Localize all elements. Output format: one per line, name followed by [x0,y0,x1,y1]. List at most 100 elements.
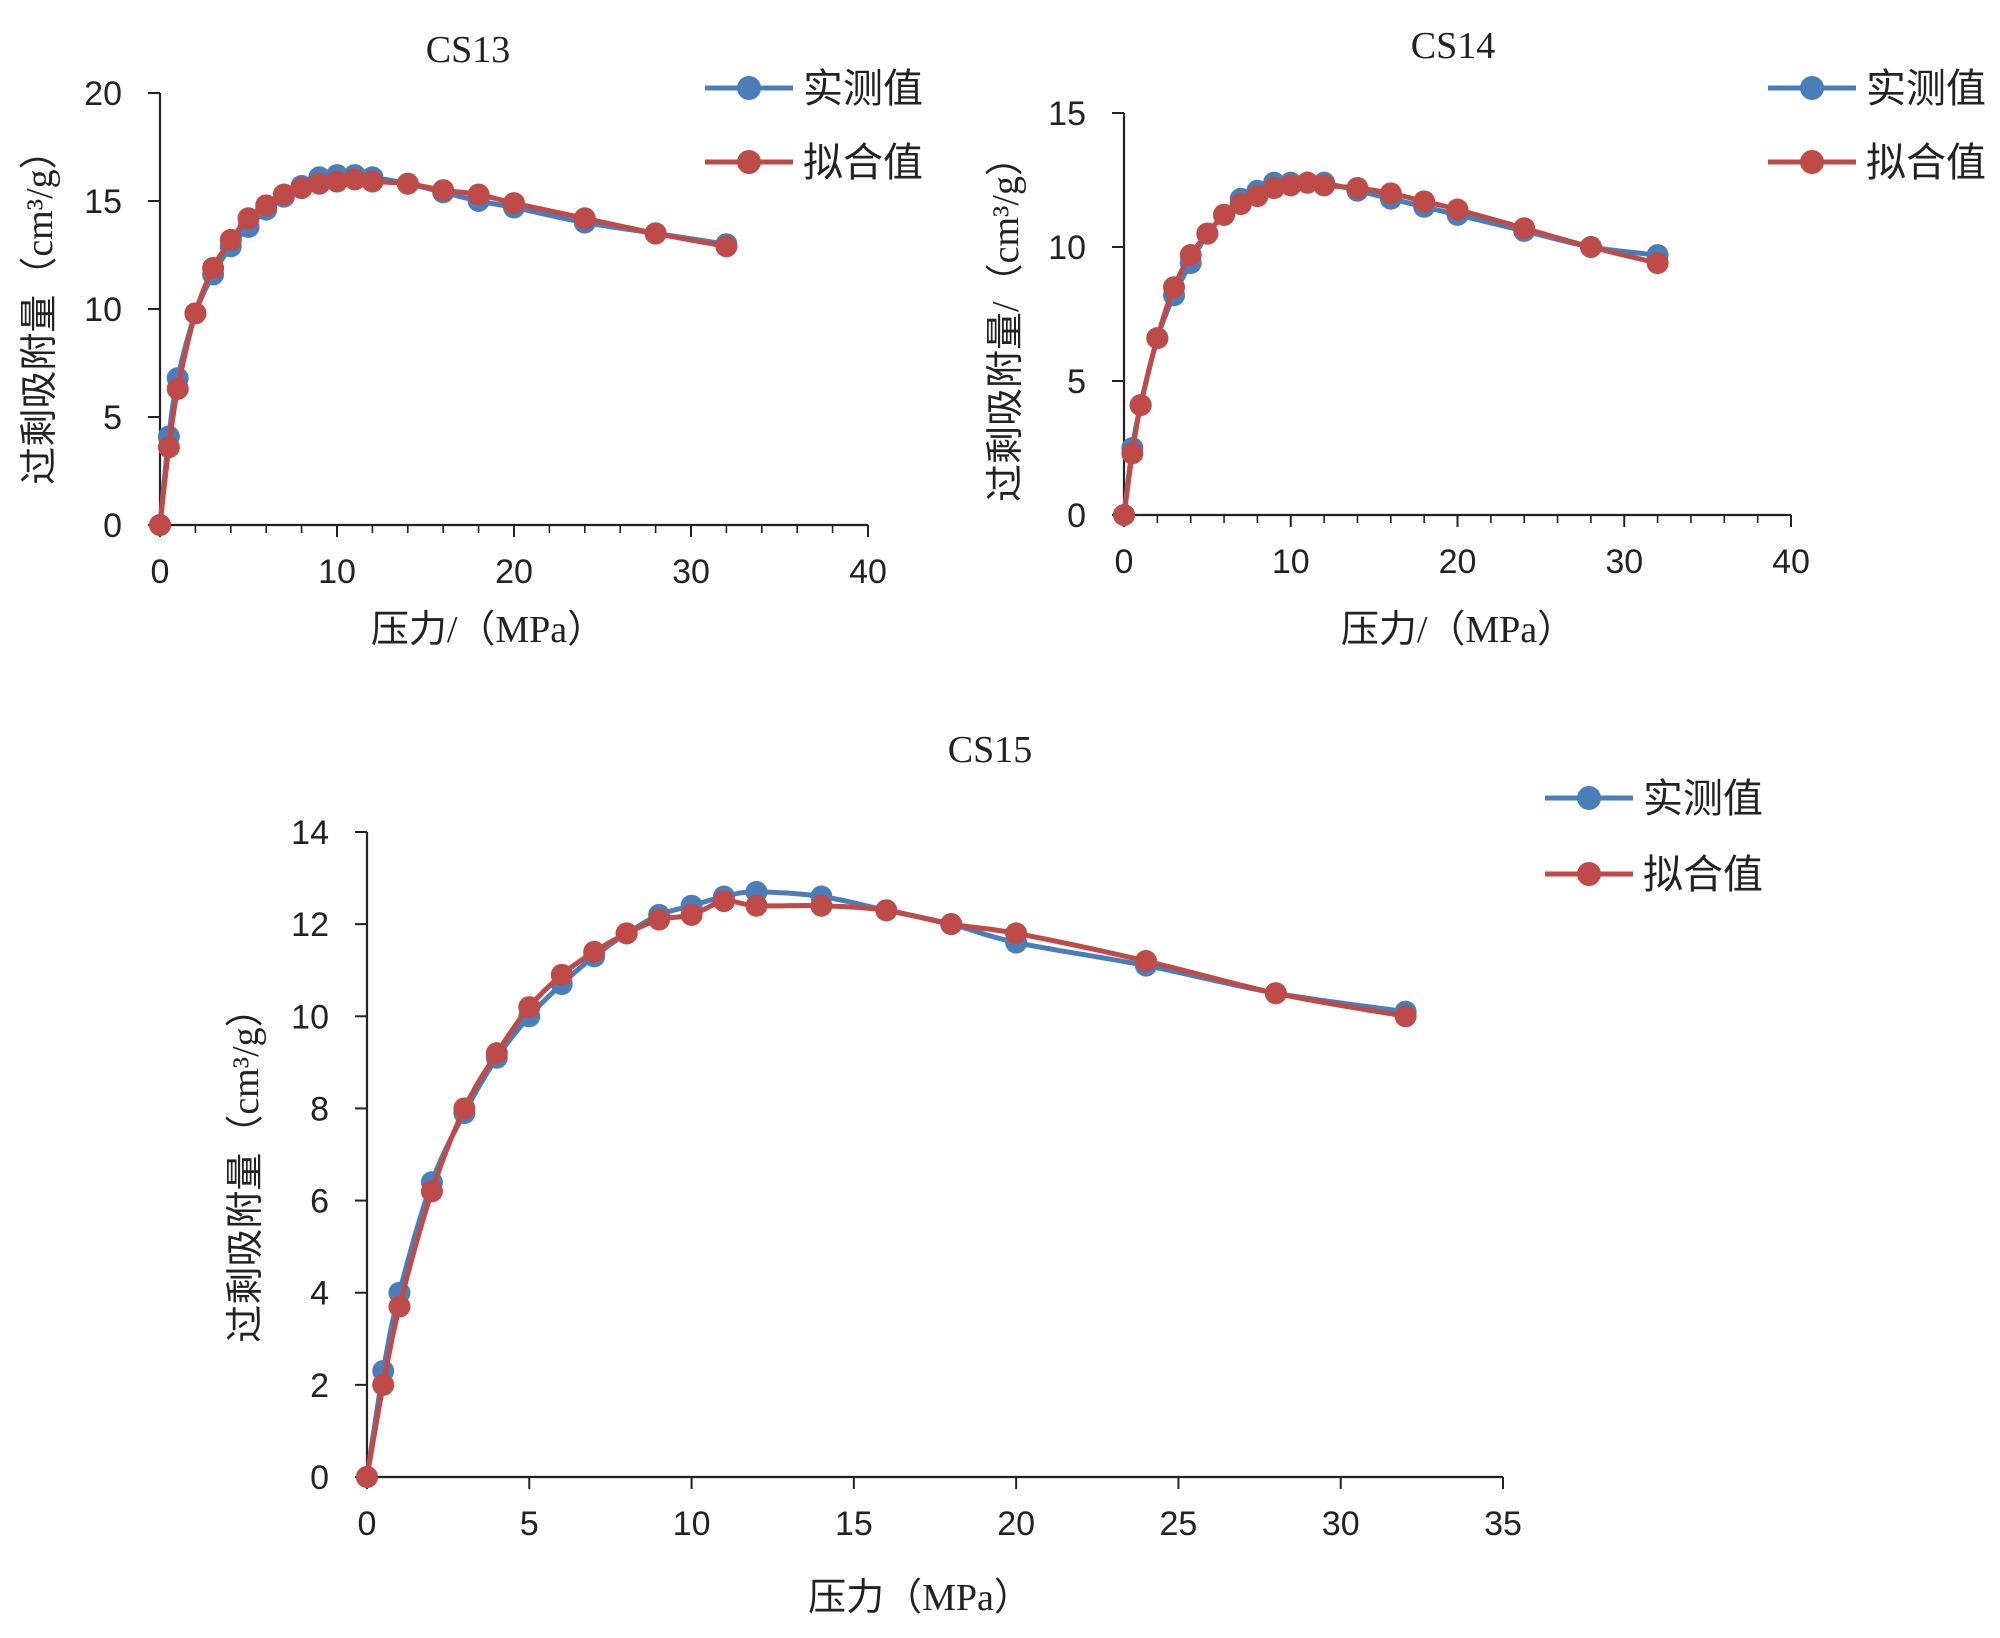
data-point-fitted [184,302,207,325]
y-tick-label: 0 [1067,497,1086,535]
data-point-fitted [1379,182,1402,205]
data-point-fitted [1129,394,1152,417]
data-point-fitted [648,908,671,931]
data-point-fitted [326,170,348,193]
x-tick-label: 5 [520,1505,539,1543]
x-tick-label: 0 [1115,543,1134,581]
legend-label: 实测值 [1866,66,1986,112]
data-point-fitted [219,228,242,251]
data-point-fitted [1296,171,1319,194]
y-tick-label: 5 [103,399,122,437]
data-point-fitted [356,1466,378,1488]
data-point-fitted [1113,504,1135,526]
x-tick-label: 15 [835,1505,873,1543]
y-tick-label: 8 [310,1090,329,1128]
y-tick-label: 10 [1048,229,1086,267]
chart-cs15: CS15 压力（MPa） 过剩吸附量（cm³/g） 0 2 4 6 8 10 12 14 0 5 1… [225,729,1763,1619]
data-point-fitted [157,436,180,459]
y-tick-label: 5 [1067,363,1086,401]
data-point-fitted [1146,327,1169,350]
x-tick-label: 30 [1322,1505,1360,1543]
legend-label: 实测值 [1643,776,1763,822]
data-point-fitted [644,222,667,245]
x-tick-label: 10 [1272,543,1310,581]
legend-swatch-marker [737,150,761,174]
data-point-fitted [1229,193,1252,216]
data-point-fitted [940,913,963,936]
x-tick-label: 40 [1772,543,1810,581]
chart-title: CS13 [426,29,510,71]
x-axis-label: 压力/（MPa） [371,609,605,651]
legend-swatch-marker [737,76,761,100]
data-point-fitted [615,922,638,945]
data-point-fitted [1579,236,1602,258]
data-point-fitted [518,996,541,1019]
data-point-fitted [1005,922,1028,945]
data-point-fitted [308,172,331,195]
data-point-fitted [1213,203,1236,226]
data-point-fitted [1279,174,1302,197]
data-point-fitted [1413,190,1436,213]
data-point-fitted [503,192,525,215]
data-point-fitted [1313,174,1336,197]
chart-cs14: CS14 压力/（MPa） 过剩吸附量/（cm³/g） 0 5 10 15 0 10 20 3… [985,25,1986,651]
y-axis-label: 过剩吸附量（cm³/g） [19,131,61,484]
legend-swatch-marker [1577,862,1601,886]
data-point-fitted [1513,217,1536,240]
data-point-fitted [485,1042,508,1065]
data-point-fitted [1264,982,1287,1005]
data-point-fitted [432,179,455,202]
legend-swatch-marker [1577,786,1601,810]
data-point-fitted [202,256,225,279]
chart-cs13: CS13 压力/（MPa） 过剩吸附量（cm³/g） 0 5 10 15 20 0 10 20… [19,29,923,651]
y-tick-label: 12 [291,906,329,944]
data-point-fitted [290,177,313,200]
data-point-fitted [372,1373,395,1396]
data-point-fitted [1196,222,1219,245]
y-tick-label: 6 [310,1183,329,1221]
data-point-fitted [810,894,833,917]
data-point-fitted [1179,244,1202,267]
data-point-fitted [583,940,606,963]
y-tick-label: 20 [84,75,122,113]
x-tick-label: 0 [358,1505,377,1543]
data-point-fitted [255,194,278,217]
legend-label: 实测值 [803,66,923,112]
y-tick-label: 0 [103,507,122,545]
x-axis-label: 压力/（MPa） [1341,609,1575,651]
y-tick-label: 2 [310,1367,329,1405]
x-axis-label: 压力（MPa） [808,1577,1032,1619]
data-point-fitted [388,1295,411,1318]
x-tick-label: 20 [997,1505,1035,1543]
y-tick-label: 10 [84,291,122,329]
x-tick-label: 20 [1439,543,1477,581]
y-tick-label: 10 [291,998,329,1036]
data-point-fitted [467,183,490,206]
data-point-fitted [361,170,384,193]
data-point-fitted [1446,198,1469,221]
y-tick-label: 15 [1048,95,1086,133]
data-point-fitted [713,890,736,913]
data-point-fitted [573,207,596,230]
legend-label: 拟合值 [1866,140,1986,186]
data-point-fitted [272,183,295,206]
y-tick-label: 0 [310,1459,329,1497]
x-tick-label: 20 [495,553,533,591]
legend-label: 拟合值 [1643,852,1763,898]
data-point-fitted [149,514,171,536]
legend-swatch-marker [1800,76,1824,100]
x-tick-label: 30 [672,553,710,591]
data-point-fitted [453,1097,476,1120]
data-point-fitted [237,207,260,230]
x-tick-label: 40 [849,553,887,591]
x-tick-label: 0 [151,553,170,591]
data-point-fitted [1646,252,1669,275]
x-tick-label: 30 [1605,543,1643,581]
data-point-fitted [550,963,573,986]
data-point-fitted [420,1180,443,1203]
x-tick-label: 10 [318,553,356,591]
x-tick-label: 35 [1484,1505,1522,1543]
legend-label: 拟合值 [803,140,923,186]
